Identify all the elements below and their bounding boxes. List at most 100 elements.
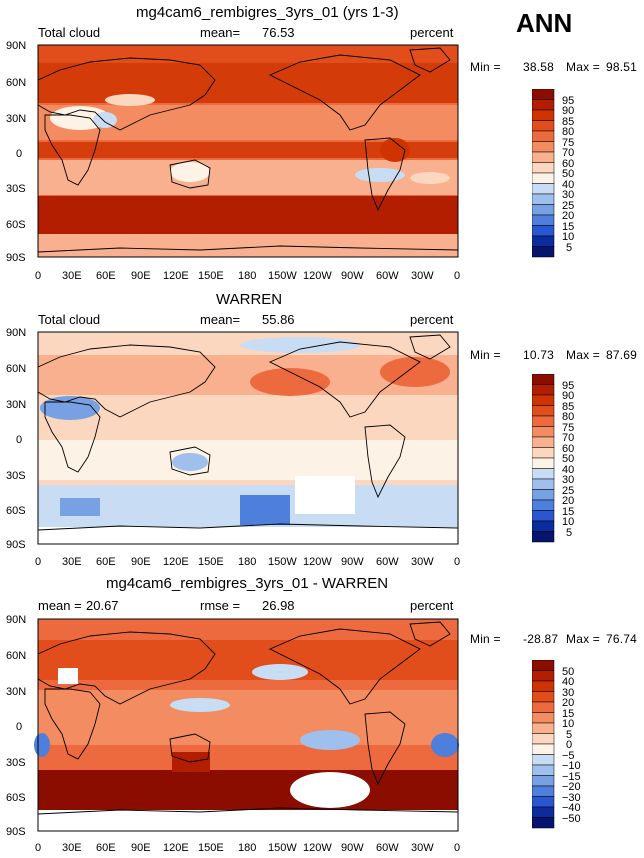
panel-3-mean-value: 20.67 bbox=[86, 598, 119, 613]
p2-lon-120e: 120E bbox=[163, 556, 189, 568]
p1-lon-0b: 0 bbox=[454, 270, 461, 282]
p2-lon-90e: 90E bbox=[131, 556, 151, 568]
p1-lat-30n: 30N bbox=[6, 113, 27, 125]
p3-lon-180: 180 bbox=[238, 842, 257, 854]
colorbar-swatch bbox=[531, 806, 555, 818]
panel-3-colorbar-svg bbox=[531, 659, 555, 829]
p2-cb-2: 85 bbox=[562, 401, 575, 413]
panel-1-max-value: 98.51 bbox=[606, 60, 638, 74]
band-south-ocean bbox=[38, 770, 458, 810]
p2-cb-6: 60 bbox=[562, 443, 575, 455]
colorbar-swatch bbox=[531, 775, 555, 787]
p2-lat-30n: 30N bbox=[6, 399, 27, 411]
p3-cb-1: 40 bbox=[562, 676, 575, 688]
colorbar-swatch bbox=[531, 796, 555, 808]
panel-3-title: mg4cam6_rembigres_3yrs_01 - WARREN bbox=[106, 575, 389, 592]
colorbar-swatch bbox=[531, 764, 555, 776]
p3-lon-90w: 90W bbox=[341, 842, 364, 854]
p3-lon-0b: 0 bbox=[454, 842, 461, 854]
p1-lon-60w: 60W bbox=[376, 270, 399, 282]
band-itcz bbox=[38, 142, 458, 158]
p3-cb-12: −30 bbox=[562, 792, 581, 804]
coast-greenland bbox=[409, 334, 451, 360]
p3-lat-60n: 60N bbox=[6, 650, 27, 662]
australia-clear bbox=[170, 162, 210, 182]
p2-lon-150w: 150W bbox=[268, 556, 297, 568]
coast-eurasia bbox=[37, 57, 216, 131]
panel-1-min-label: Min = bbox=[470, 60, 501, 74]
panel-2-units: percent bbox=[410, 312, 454, 327]
p3-cb-6: 5 bbox=[566, 729, 573, 741]
p3-lat-90s: 90S bbox=[6, 826, 26, 838]
colorbar-swatch bbox=[531, 785, 555, 797]
p1-cb-8: 40 bbox=[562, 179, 575, 191]
p1-lon-120w: 120W bbox=[303, 270, 332, 282]
p1-cb-0: 95 bbox=[562, 95, 575, 107]
p3-cb-9: −10 bbox=[562, 760, 581, 772]
p2-lon-60w: 60W bbox=[376, 556, 399, 568]
colorbar-swatch bbox=[531, 680, 555, 692]
p3-cb-4: 15 bbox=[562, 708, 575, 720]
p3-cb-13: −40 bbox=[562, 802, 581, 814]
p3-cb-5: 10 bbox=[562, 718, 575, 730]
p1-lon-150w: 150W bbox=[268, 270, 297, 282]
p3-lon-0: 0 bbox=[35, 842, 42, 854]
colorbar-swatch bbox=[531, 670, 555, 682]
p2-lat-0: 0 bbox=[16, 434, 23, 446]
p3-lon-60w: 60W bbox=[376, 842, 399, 854]
p1-lat-90n: 90N bbox=[6, 40, 27, 52]
coast-south-america bbox=[364, 711, 406, 786]
p1-cb-11: 20 bbox=[562, 210, 575, 222]
colorbar-swatch bbox=[531, 712, 555, 724]
p2-lon-90w: 90W bbox=[341, 556, 364, 568]
panel-3-max-label: Max = bbox=[566, 632, 601, 646]
p3-lat-0: 0 bbox=[16, 721, 23, 733]
panel-1-units: percent bbox=[410, 25, 454, 40]
p2-cb-0: 95 bbox=[562, 380, 575, 392]
p1-lon-30w: 30W bbox=[411, 270, 434, 282]
panel-2-coastlines bbox=[37, 334, 459, 531]
p2-cb-12: 15 bbox=[562, 506, 575, 518]
coast-eurasia bbox=[37, 344, 216, 418]
panel-2-variable: Total cloud bbox=[38, 312, 101, 327]
panel-3-mean-label: mean = bbox=[38, 598, 82, 613]
p1-cb-4: 75 bbox=[562, 137, 575, 149]
north-pacific-cloud bbox=[250, 368, 330, 396]
coast-australia bbox=[169, 446, 211, 476]
panel-1-field bbox=[38, 45, 458, 257]
coast-africa bbox=[44, 114, 101, 186]
panel-2-frame bbox=[37, 331, 459, 545]
p3-lat-90n: 90N bbox=[6, 614, 27, 626]
p1-cb-10: 25 bbox=[562, 200, 575, 212]
band-antarctic-missing bbox=[38, 810, 458, 831]
p3-lon-150w: 150W bbox=[268, 842, 297, 854]
p2-lon-0: 0 bbox=[35, 556, 42, 568]
colorbar-swatch bbox=[531, 817, 555, 829]
africa-missing bbox=[58, 668, 78, 684]
panel-3-min-value: -28.87 bbox=[523, 632, 559, 646]
indian-negative bbox=[34, 733, 50, 757]
colorbar-swatch bbox=[531, 531, 555, 543]
colorbar-swatch bbox=[531, 743, 555, 755]
p2-lon-150e: 150E bbox=[198, 556, 224, 568]
coast-north-america bbox=[268, 628, 421, 705]
p1-lon-90w: 90W bbox=[341, 270, 364, 282]
p3-lon-150e: 150E bbox=[198, 842, 224, 854]
panel-1-min-value: 38.58 bbox=[523, 60, 555, 74]
coast-australia bbox=[169, 733, 211, 763]
south-ocean-blue-2 bbox=[60, 498, 100, 516]
coast-greenland bbox=[409, 47, 451, 73]
colorbar-swatch bbox=[531, 691, 555, 703]
p1-lon-120e: 120E bbox=[163, 270, 189, 282]
p1-cb-13: 10 bbox=[562, 231, 575, 243]
p3-cb-0: 50 bbox=[562, 666, 575, 678]
p2-cb-14: 5 bbox=[566, 527, 573, 539]
p2-lon-0b: 0 bbox=[454, 556, 461, 568]
p2-cb-7: 50 bbox=[562, 453, 575, 465]
coast-south-america bbox=[364, 137, 406, 212]
p3-cb-11: −20 bbox=[562, 781, 581, 793]
p3-cb-2: 30 bbox=[562, 687, 575, 699]
panel-2-mean-label: mean= bbox=[200, 312, 241, 327]
